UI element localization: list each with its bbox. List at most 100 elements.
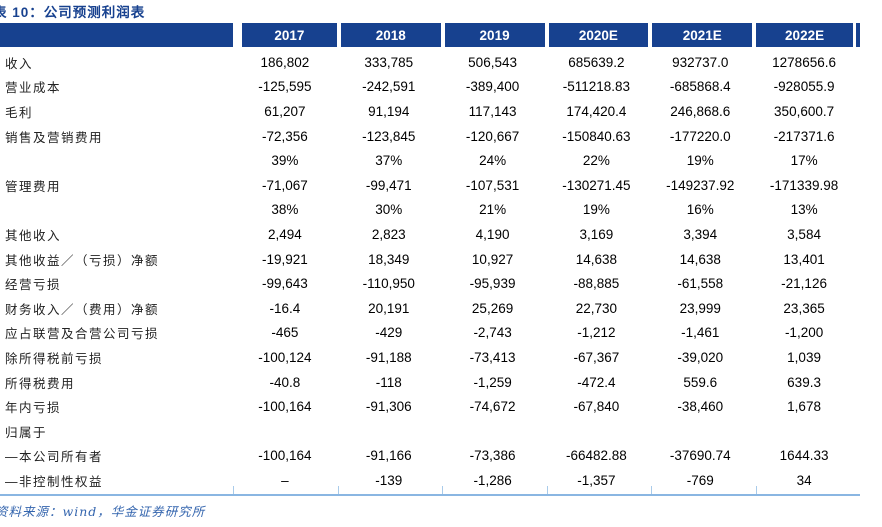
cell-value: 117,143 <box>468 103 517 119</box>
cell-value: -91,166 <box>365 448 412 464</box>
table-row: 收入 186,802 333,785 506,543 685639.2 932737.0 1… <box>0 50 860 75</box>
table-row: —本公司所有者 -100,164 -91,166 -73,386 -66482.88 -3… <box>0 444 860 469</box>
cell-value: 38% <box>271 202 299 218</box>
table-row: 毛利 61,207 91,194 117,143 174,420.4 246,868.6 3… <box>0 99 860 124</box>
table-row: 其他收入 2,494 2,823 4,190 3,169 3,394 3,584 <box>0 222 860 247</box>
cell-value: 24% <box>479 153 507 169</box>
cell-value: 2,823 <box>371 226 406 242</box>
cell-value: -769 <box>686 472 714 488</box>
row-label: 毛利 <box>5 105 34 120</box>
cell-value: 61,207 <box>264 103 306 119</box>
table-row: 经营亏损 -99,643 -110,950 -95,939 -88,885 -61,558… <box>0 271 860 296</box>
cell-value: -118 <box>375 374 402 390</box>
column-divider-tick <box>546 486 548 494</box>
cell-value: 16% <box>686 202 714 218</box>
cell-value: 13% <box>790 202 818 218</box>
cell-value: -1,212 <box>577 325 616 341</box>
cell-value: 246,868.6 <box>670 103 731 119</box>
cell-value: 14,638 <box>679 251 721 267</box>
cell-value: -107,531 <box>465 177 520 193</box>
table-body: 收入 186,802 333,785 506,543 685639.2 932737.0 1… <box>0 47 860 493</box>
cell-value: -139 <box>375 472 403 488</box>
source-note: 资料来源：wind，华金证券研究所 <box>0 504 206 519</box>
cell-value: 19% <box>582 202 610 218</box>
cell-value: 23,365 <box>783 300 825 316</box>
column-divider-tick <box>337 486 339 494</box>
table-row: 除所得税前亏损 -100,124 -91,188 -73,413 -67,367 -39,… <box>0 345 860 370</box>
row-label: —本公司所有者 <box>5 450 104 465</box>
table-title: 表 10：公司预测利润表 <box>0 5 146 20</box>
cell-value: -61,558 <box>677 276 724 292</box>
cell-value: 3,584 <box>787 226 821 242</box>
cell-value: 23,999 <box>679 300 721 316</box>
cell-value: -19,921 <box>262 251 308 267</box>
table-row: 所得税费用 -40.8 -118 -1,259 -472.4 559.6 639.3 <box>0 370 860 395</box>
cell-value: -465 <box>271 325 299 341</box>
header-cell-2017: 2017 <box>233 23 337 47</box>
table-row: 营业成本 -125,595 -242,591 -389,400 -511218.83 -6… <box>0 75 860 100</box>
cell-value: 39% <box>271 153 299 169</box>
header-cell-2020E: 2020E <box>544 23 649 47</box>
table-bottom-border <box>0 494 860 496</box>
row-label: 其他收益／（亏损）净额 <box>5 253 160 268</box>
cell-value: -1,200 <box>784 325 824 341</box>
cell-value: -91,306 <box>365 399 412 415</box>
cell-value: -100,124 <box>258 349 312 365</box>
cell-value: -389,400 <box>465 79 520 95</box>
column-divider-tick <box>651 486 652 494</box>
cell-value: 2,494 <box>268 226 302 242</box>
cell-value: 1278656.6 <box>772 54 836 70</box>
row-label: 其他收入 <box>5 228 62 243</box>
table-row: 管理费用 -71,067 -99,471 -107,531 -130271.45 -149… <box>0 173 860 198</box>
row-label: 营业成本 <box>5 81 62 96</box>
cell-value: -99,643 <box>262 276 308 292</box>
cell-value: 639.3 <box>787 374 821 390</box>
row-label: 销售及营销费用 <box>5 130 104 145</box>
cell-value: -99,471 <box>365 177 412 193</box>
cell-value: -429 <box>375 325 403 341</box>
cell-value: -39,020 <box>677 349 724 365</box>
cell-value: -1,357 <box>577 472 616 488</box>
cell-value: -72,356 <box>262 128 308 144</box>
cell-value: -242,591 <box>362 79 416 95</box>
header-cell-2018: 2018 <box>336 23 441 47</box>
profit-forecast-table: 2017 2018 2019 2020E 2021E 2022E 收入 186,802 333… <box>0 23 860 493</box>
cell-value: -1,461 <box>681 325 720 341</box>
table-row: —非控制性权益 – -139 -1,286 -1,357 -769 34 <box>0 468 860 493</box>
cell-value: -100,164 <box>258 399 312 415</box>
cell-value: -67,367 <box>573 349 620 365</box>
row-label: 收入 <box>5 56 34 71</box>
cell-value: 10,927 <box>471 251 514 267</box>
cell-value: -928055.9 <box>773 79 835 95</box>
cell-value: -1,259 <box>473 374 512 390</box>
cell-value: -67,840 <box>573 399 620 415</box>
cell-value: -149237.92 <box>666 177 735 193</box>
row-label: 经营亏损 <box>5 278 62 293</box>
cell-value: -100,164 <box>258 448 312 464</box>
cell-value: 18,349 <box>368 251 410 267</box>
cell-value: 17% <box>790 153 818 169</box>
cell-value: -71,067 <box>262 177 308 193</box>
cell-value: -120,667 <box>465 128 520 144</box>
table-row: 应占联营及合营公司亏损 -465 -429 -2,743 -1,212 -1,461 -1,… <box>0 321 860 346</box>
cell-value: -66482.88 <box>566 448 627 464</box>
cell-value: 3,169 <box>579 226 614 242</box>
cell-value: 559.6 <box>683 374 718 390</box>
cell-value: 4,190 <box>475 226 510 242</box>
cell-value: -40.8 <box>269 374 301 390</box>
cell-value: -177220.0 <box>669 128 731 144</box>
cell-value: 19% <box>686 153 714 169</box>
cell-value: 22,730 <box>575 300 618 316</box>
cell-value: – <box>281 472 289 488</box>
column-divider-tick <box>755 486 757 494</box>
header-cell-label <box>0 23 233 47</box>
cell-value: -74,672 <box>469 399 516 415</box>
table-row: 年内亏损 -100,164 -91,306 -74,672 -67,840 -38,460… <box>0 394 860 419</box>
row-label: 财务收入／（费用）净额 <box>5 302 160 317</box>
row-label: 除所得税前亏损 <box>5 351 104 366</box>
row-label: 应占联营及合营公司亏损 <box>5 327 160 342</box>
row-label: 年内亏损 <box>5 401 62 416</box>
cell-value: -130271.45 <box>562 177 631 193</box>
cell-value: -95,939 <box>469 276 516 292</box>
